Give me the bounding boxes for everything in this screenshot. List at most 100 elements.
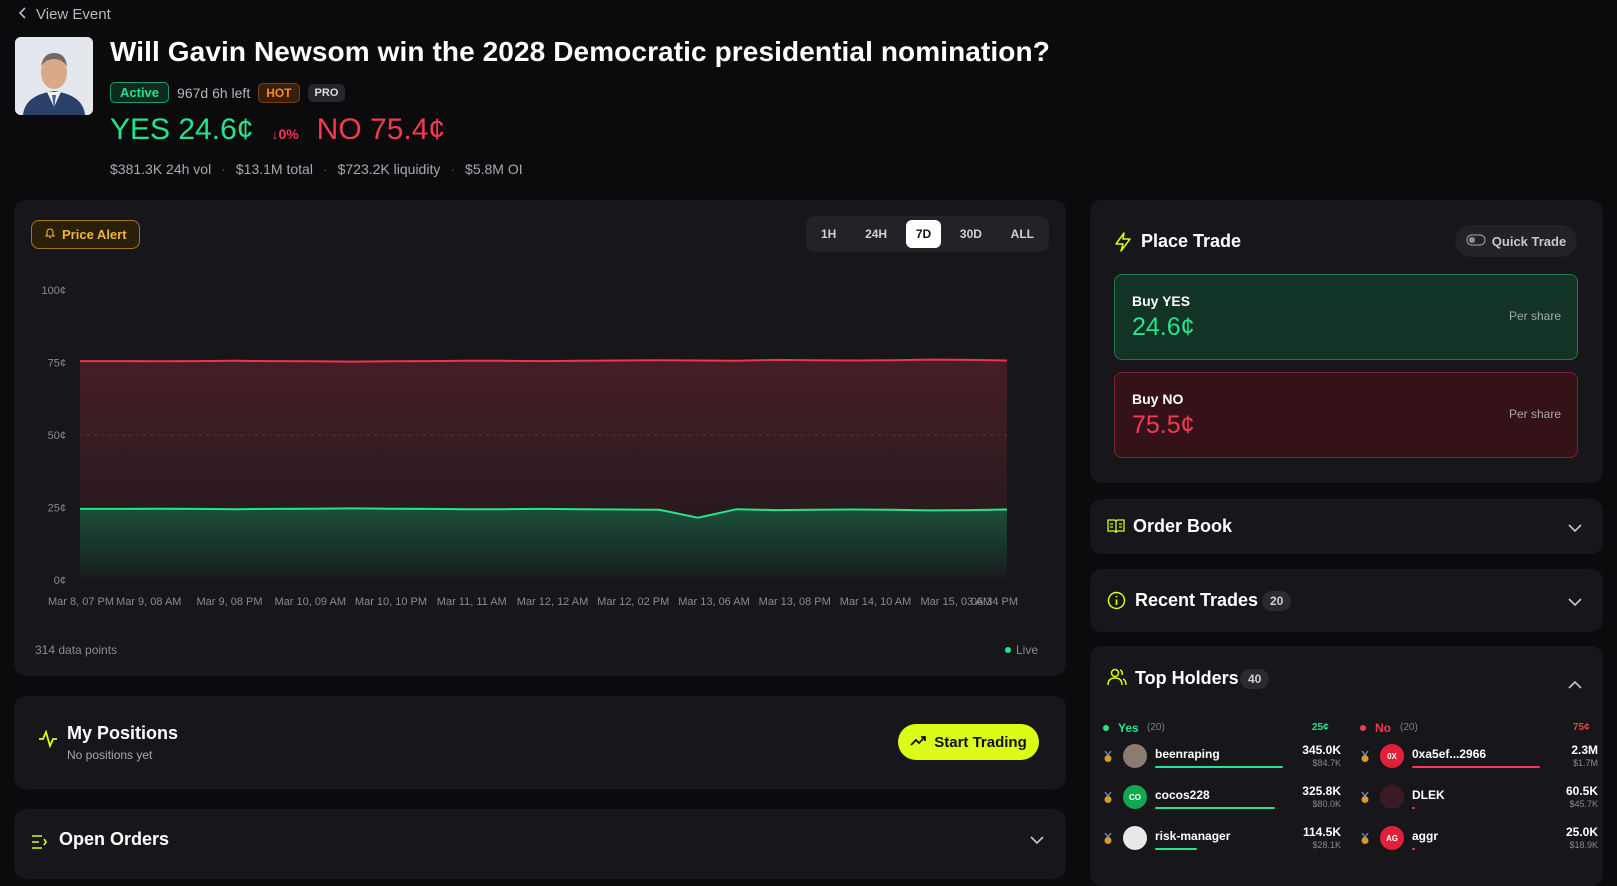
start-trading-label: Start Trading (934, 733, 1027, 751)
back-link-label: View Event (36, 6, 111, 23)
range-24h[interactable]: 24H (865, 227, 888, 241)
range-1h[interactable]: 1H (821, 227, 837, 241)
price-summary: YES 24.6¢ ↓0% NO 75.4¢ (110, 113, 445, 147)
chevron-up-icon[interactable] (1568, 676, 1582, 694)
live-indicator: Live (1005, 643, 1038, 657)
holder-shares: 114.5K (1302, 825, 1341, 839)
holder-bar (1412, 807, 1415, 809)
data-points-count: 314 data points (35, 643, 118, 657)
x-tick-label: Mar 15, 03 AM (920, 596, 992, 608)
no-dot-icon (1360, 725, 1366, 731)
per-share-label: Per share (1508, 407, 1561, 421)
x-tick-label: Mar 10, 10 PM (355, 596, 427, 608)
start-trading-button[interactable]: Start Trading (898, 724, 1039, 760)
lightning-icon (1114, 232, 1132, 257)
y-tick-label: 0¢ (54, 575, 66, 587)
time-left: 967d 6h left (177, 84, 251, 101)
buy-yes-price: 24.6¢ (1132, 313, 1195, 341)
stat-volume: $381.3K 24h vol (110, 161, 212, 177)
chevron-down-icon[interactable] (1030, 832, 1044, 850)
market-image (15, 37, 93, 115)
y-tick-label: 75¢ (48, 358, 66, 370)
recent-trades-title: Recent Trades (1135, 590, 1259, 610)
holder-name[interactable]: beenraping (1155, 747, 1220, 761)
holder-shares: 2.3M (1571, 743, 1598, 757)
recent-trades-section[interactable]: Recent Trades 20 (1090, 569, 1603, 632)
holder-row[interactable]: CO cocos228 325.8K $80.0K (1103, 783, 1341, 817)
holder-bar (1412, 766, 1540, 768)
status-badge: Active (110, 82, 170, 103)
buy-no-price: 75.5¢ (1132, 411, 1195, 439)
holder-value: $28.1K (1312, 840, 1341, 850)
open-orders-panel[interactable] (14, 809, 1066, 879)
x-tick-label: Mar 12, 12 AM (517, 596, 589, 608)
holder-shares: 325.8K (1302, 784, 1341, 798)
yes-holders-price: 25¢ (1312, 722, 1329, 733)
no-price: NO 75.4¢ (316, 113, 446, 146)
market-badges: Active 967d 6h left HOT PRO (110, 82, 346, 103)
no-holders-label: No (1375, 721, 1391, 735)
users-icon (1107, 668, 1127, 691)
holder-name[interactable]: 0xa5ef...2966 (1412, 747, 1487, 761)
holder-name[interactable]: cocos228 (1155, 788, 1210, 802)
y-tick-label: 100¢ (42, 285, 66, 297)
medal-icon (1360, 750, 1370, 766)
trending-up-icon (910, 734, 927, 751)
y-tick-label: 25¢ (48, 503, 66, 515)
medal-icon (1103, 832, 1113, 848)
holder-row[interactable]: DLEK 60.5K $45.7K (1360, 783, 1598, 817)
buy-no-label: Buy NO (1132, 391, 1184, 407)
back-link[interactable]: View Event (18, 6, 111, 23)
buy-yes-card[interactable]: Buy YES 24.6¢ Per share (1114, 274, 1578, 360)
info-icon (1107, 591, 1126, 615)
x-tick-label: Mar 13, 06 AM (678, 596, 750, 608)
holder-avatar (1123, 826, 1147, 850)
holder-row[interactable]: 0X 0xa5ef...2966 2.3M $1.7M (1360, 742, 1598, 776)
holder-name[interactable]: risk-manager (1155, 829, 1231, 843)
no-series-line (80, 358, 1008, 363)
range-all[interactable]: ALL (1010, 227, 1034, 241)
holder-value: $18.9K (1569, 840, 1598, 850)
holder-row[interactable]: AG aggr 25.0K $18.9K (1360, 824, 1598, 858)
price-alert-button[interactable]: Price Alert (31, 220, 140, 249)
holder-shares: 25.0K (1565, 825, 1598, 839)
holder-avatar (1380, 785, 1404, 809)
x-tick-label: Mar 11, 11 AM (437, 596, 507, 608)
x-tick-label: Mar 10, 09 AM (274, 596, 346, 608)
live-dot-icon (1005, 647, 1011, 653)
range-30d[interactable]: 30D (959, 227, 982, 241)
activity-icon (38, 729, 58, 753)
medal-icon (1360, 791, 1370, 807)
holder-name[interactable]: aggr (1412, 829, 1439, 843)
quick-trade-button[interactable]: Quick Trade (1455, 225, 1577, 257)
holder-bar (1412, 848, 1415, 850)
hot-badge: HOT (258, 82, 300, 103)
medal-icon (1360, 832, 1370, 848)
chevron-down-icon[interactable] (1568, 520, 1582, 538)
book-icon (1107, 518, 1125, 539)
yes-price: YES 24.6¢ (110, 113, 254, 146)
open-orders-title: Open Orders (59, 829, 170, 849)
place-trade-title: Place Trade (1141, 231, 1242, 251)
medal-icon (1103, 750, 1113, 766)
top-holders-section: Top Holders 40 Yes (20) 25¢ No (20) 75¢ … (1090, 646, 1603, 886)
stat-total: $13.1M total (235, 161, 313, 177)
holder-value: $80.0K (1312, 799, 1341, 809)
holder-avatar (1123, 744, 1147, 768)
holder-name[interactable]: DLEK (1412, 788, 1445, 802)
holder-row[interactable]: beenraping 345.0K $84.7K (1103, 742, 1341, 776)
holder-value: $1.7M (1572, 758, 1598, 768)
holder-row[interactable]: risk-manager 114.5K $28.1K (1103, 824, 1341, 858)
buy-no-card[interactable]: Buy NO 75.5¢ Per share (1114, 372, 1578, 458)
order-book-section[interactable]: Order Book (1090, 499, 1603, 554)
yes-holders-count: (20) (1147, 722, 1165, 733)
recent-trades-count: 20 (1262, 591, 1292, 611)
price-alert-label: Price Alert (62, 227, 127, 242)
x-tick-label: Mar 13, 08 PM (759, 596, 831, 608)
holder-avatar: CO (1123, 785, 1147, 809)
live-label: Live (1016, 643, 1039, 657)
range-7d[interactable]: 7D (905, 220, 942, 248)
y-tick-label: 50¢ (48, 430, 66, 442)
positions-subtitle: No positions yet (67, 748, 153, 762)
chevron-down-icon[interactable] (1568, 594, 1582, 612)
